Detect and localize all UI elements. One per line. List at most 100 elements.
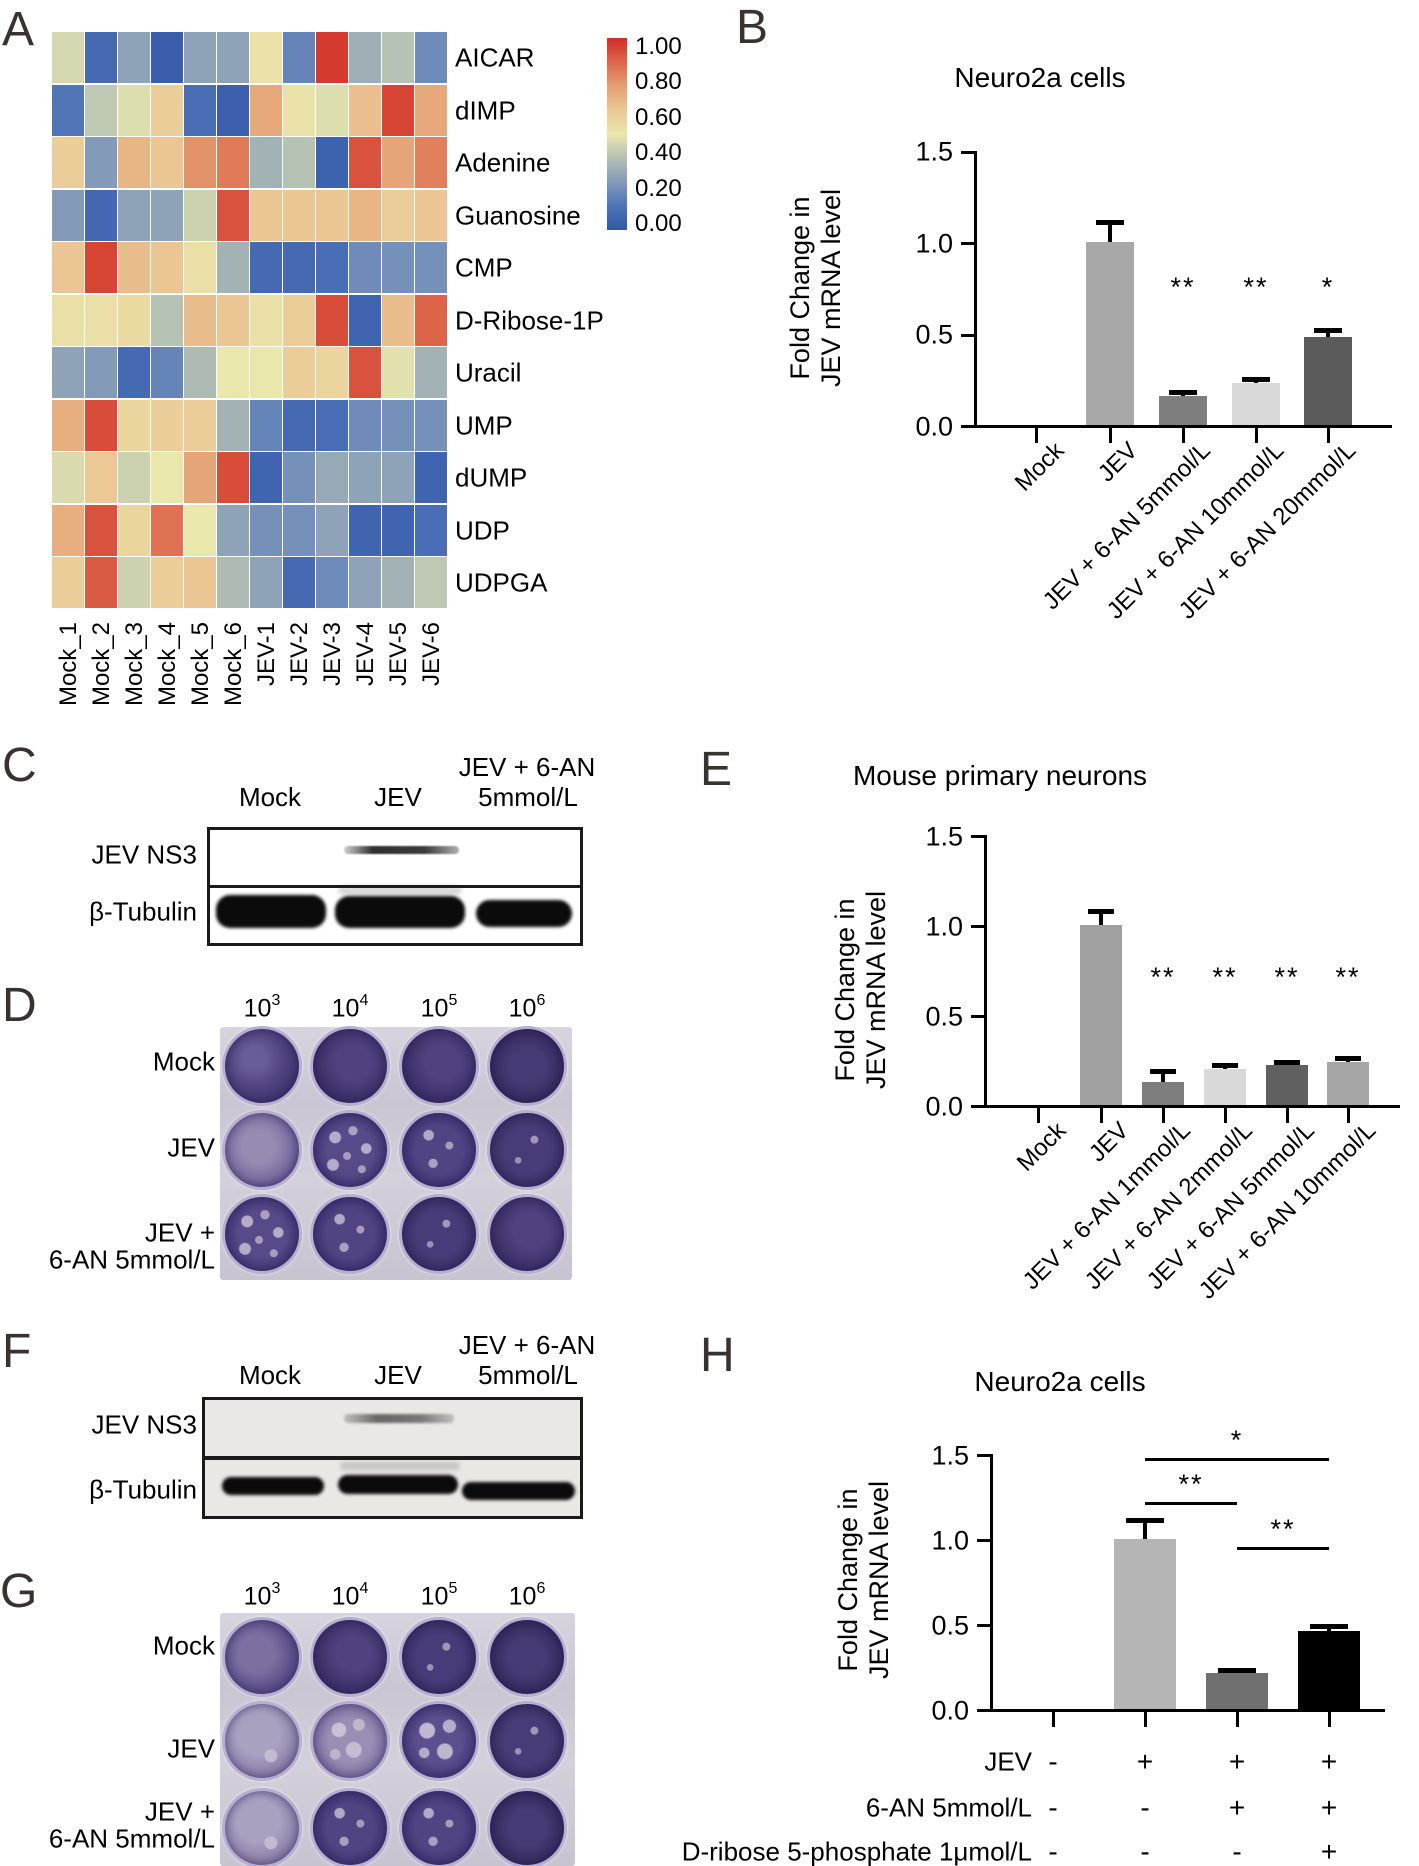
- heatmap-cell-r6c8: [316, 347, 348, 398]
- heatmap-cell-r1c9: [349, 84, 381, 136]
- blot-f-tubulin-band-2: [462, 1482, 575, 1500]
- chart-bar-b-bar-4: [1304, 337, 1352, 425]
- heatmap-cell-r4c3: [151, 242, 183, 293]
- heatmap-cell-r9c7: [283, 504, 315, 556]
- chart-bar-b-errline-4: [1326, 329, 1330, 338]
- chart-bar-b-ytick-3: [961, 425, 974, 428]
- plate-d-well-2-2: [399, 1194, 479, 1274]
- heatmap-cell-r3c5: [217, 189, 249, 241]
- chart-bar-h-cond-label-2: D-ribose 5-phosphate 1μmol/L: [681, 1836, 1032, 1866]
- colorbar-tick-0: 1.00: [635, 33, 682, 60]
- heatmap-cell-r10c5: [217, 557, 249, 608]
- chart-bar-h-ytick-label-1: 1.0: [931, 1525, 969, 1555]
- heatmap-cell-r6c5: [217, 347, 249, 398]
- heatmap-cell-r8c8: [316, 452, 348, 503]
- chart-bar-h-cond-2-2: -: [1232, 1836, 1242, 1866]
- plate-g-well-2-0: [222, 1788, 302, 1866]
- heatmap-cell-r2c11: [415, 137, 447, 188]
- heatmap-cell-r9c6: [250, 504, 282, 556]
- chart-bar-e-ytick-1: [971, 925, 984, 928]
- plate-g-well-0-2: [399, 1617, 479, 1697]
- colorbar-tick-3: 0.40: [635, 139, 682, 167]
- chart-bar-b-sig-3: **: [1243, 272, 1269, 302]
- chart-bar-b-bar-3: [1232, 382, 1280, 425]
- chart-bar-e-xtick-1: [1099, 1108, 1103, 1123]
- chart-bar-h-errline-1: [1143, 1520, 1147, 1539]
- chart-bar-e-xtick-4: [1285, 1108, 1289, 1123]
- plate-g-row-label-2-1: 6-AN 5mmol/L: [48, 1823, 215, 1854]
- chart-bar-h-errcap-1: [1126, 1518, 1164, 1524]
- chart-bar-h-cond-0-2: +: [1228, 1746, 1246, 1777]
- chart-bar-h-xtick-3: [1327, 1712, 1331, 1727]
- heatmap-cell-r9c10: [382, 504, 414, 556]
- chart-b-ylabel: Fold Change in JEV mRNA level: [785, 189, 847, 387]
- heatmap-col-label-6: JEV-1: [252, 622, 280, 687]
- heatmap-cell-r4c5: [217, 242, 249, 293]
- blot-c-ns3-band-jev: [344, 846, 459, 854]
- colorbar-tick-4: 0.20: [635, 174, 682, 202]
- plate-d-dilution-0: 103: [243, 992, 281, 1023]
- chart-bar-e-sig-3: **: [1212, 962, 1238, 992]
- heatmap-cell-r8c3: [151, 452, 183, 503]
- heatmap-row-label-3: Guanosine: [455, 200, 581, 231]
- panel-label-b: B: [736, 1, 769, 54]
- plate-d-well-0-3: [487, 1026, 567, 1106]
- chart-bar-h-cond-1-3: +: [1320, 1792, 1338, 1823]
- plate-g-row-label-1-0: JEV: [167, 1733, 215, 1764]
- chart-bar-h-xtick-2: [1235, 1712, 1239, 1727]
- chart-bar-h-bar-1: [1114, 1539, 1176, 1709]
- colorbar-tick-2: 0.60: [635, 103, 682, 131]
- heatmap-cell-r2c8: [316, 137, 348, 188]
- chart-bar-e-bar-1: [1080, 925, 1122, 1105]
- plate-d-well-1-2: [399, 1110, 479, 1190]
- chart-h-title: Neuro2a cells: [974, 1366, 1146, 1397]
- plate-g-well-1-3: [487, 1701, 567, 1781]
- heatmap-cell-r1c2: [118, 84, 150, 136]
- heatmap-cell-r6c0: [52, 347, 84, 398]
- blot-c-header-mock: Mock: [238, 782, 302, 812]
- chart-bar-h-cond-2-1: -: [1140, 1836, 1150, 1866]
- plate-d-well-0-0: [222, 1026, 302, 1106]
- heatmap-cell-r0c7: [283, 32, 315, 83]
- plate-g-row-label-2-0: JEV +: [144, 1796, 215, 1827]
- chart-bar-h-cond-1-1: -: [1140, 1792, 1150, 1823]
- heatmap-col-label-0: Mock_1: [54, 622, 82, 707]
- chart-bar-b-xtick-3: [1254, 428, 1258, 443]
- heatmap-cell-r2c2: [118, 137, 150, 188]
- heatmap-cell-r0c11: [415, 32, 447, 83]
- blot-f-row-ns3-label: JEV NS3: [91, 1409, 198, 1440]
- heatmap-cell-r5c3: [151, 294, 183, 346]
- heatmap-cell-r4c9: [349, 242, 381, 293]
- chart-bar-h-bracket-label-0: **: [1178, 1469, 1204, 1499]
- chart-bar-h-cond-2-3: +: [1320, 1836, 1338, 1866]
- chart-bar-e-xtick-3: [1223, 1108, 1227, 1123]
- heatmap-cell-r8c1: [85, 452, 117, 503]
- chart-bar-h-bracket-label-2: **: [1270, 1514, 1296, 1544]
- colorbar-tick-5: 0.00: [635, 210, 682, 237]
- chart-bar-e-yaxis: [984, 835, 987, 1108]
- heatmap-cell-r10c2: [118, 557, 150, 608]
- heatmap-cell-r3c8: [316, 189, 348, 241]
- heatmap-cell-r7c8: [316, 399, 348, 451]
- heatmap-cell-r8c11: [415, 452, 447, 503]
- chart-bar-b-bar-1: [1086, 242, 1134, 425]
- plate-d-well-1-3: [487, 1110, 567, 1190]
- chart-bar-e-errcap-5: [1335, 1056, 1361, 1062]
- blot-c-header-6an-line1: JEV + 6-AN: [458, 752, 596, 782]
- blot-f-header-6an-line2: 5mmol/L: [478, 1360, 578, 1390]
- heatmap-col-label-10: JEV-5: [384, 622, 412, 687]
- blot-f-smear: [340, 1462, 460, 1470]
- heatmap-cell-r6c9: [349, 347, 381, 398]
- heatmap-col-label-11: JEV-6: [417, 622, 445, 687]
- chart-h-ylabel: Fold Change in JEV mRNA level: [833, 1481, 895, 1679]
- chart-bar-h-cond-1-0: -: [1048, 1792, 1058, 1823]
- chart-bar-b-ytick-0: [961, 150, 974, 154]
- heatmap-cell-r6c10: [382, 347, 414, 398]
- chart-bar-e-ytick-2: [971, 1015, 984, 1018]
- chart-bar-h-bar-2: [1206, 1673, 1268, 1709]
- heatmap-cell-r3c1: [85, 189, 117, 241]
- blot-c-smear: [338, 886, 462, 895]
- heatmap-cell-r2c5: [217, 137, 249, 188]
- heatmap-cell-r0c0: [52, 32, 84, 83]
